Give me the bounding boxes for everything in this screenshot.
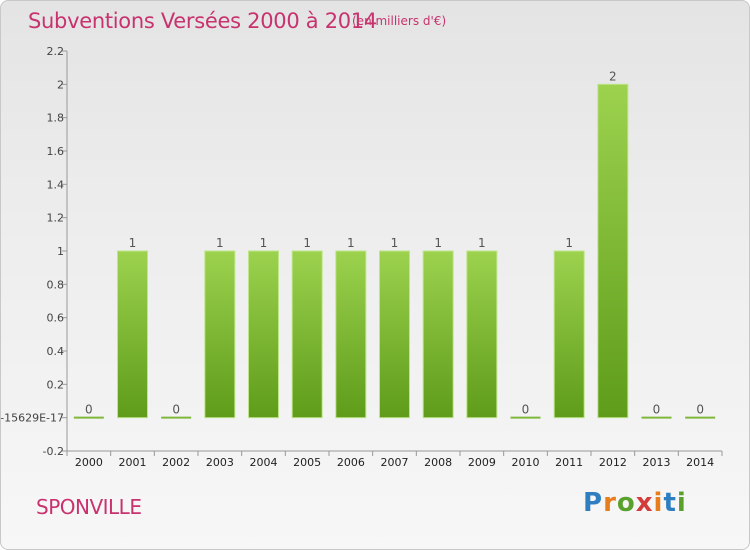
x-tick-label: 2006 [337, 456, 365, 469]
data-label: 0 [522, 403, 530, 417]
data-label: 1 [129, 236, 137, 250]
y-tick-label: 1 [57, 245, 64, 258]
bar [248, 250, 279, 419]
x-tick-label: 2003 [206, 456, 234, 469]
y-tick-label: -15629E-17 [1, 412, 64, 425]
bar [117, 250, 148, 419]
y-tick-label: -0.2 [43, 445, 64, 458]
y-tick-label: 1.6 [47, 145, 65, 158]
data-label: 1 [434, 236, 442, 250]
x-tick-label: 2010 [512, 456, 540, 469]
logo-letter: r [603, 488, 617, 518]
data-label: 1 [303, 236, 311, 250]
logo-letter: x [635, 488, 654, 518]
x-tick-label: 2001 [119, 456, 147, 469]
chart-unit-label: (en milliers d'€) [352, 14, 447, 28]
logo-letter: i [653, 488, 664, 518]
data-label: 0 [653, 403, 661, 417]
y-tick-label: 1.2 [47, 212, 65, 225]
chart-title: Subventions Versées 2000 à 2014 [28, 9, 377, 33]
x-tick-label: 2004 [250, 456, 278, 469]
y-axis: -0.2 -15629E-17 0.2 0.4 0.6 0.8 1 1.2 1.4 1.6 1.8 2… [1, 45, 68, 458]
x-tick-label: 2008 [424, 456, 452, 469]
bar [466, 250, 498, 419]
bar [422, 250, 454, 419]
data-label: 1 [391, 236, 399, 250]
x-tick-label: 2009 [468, 456, 496, 469]
logo-letter: P [583, 488, 604, 518]
data-label: 1 [260, 236, 268, 250]
data-label: 0 [85, 403, 93, 417]
x-tick-label: 2000 [75, 456, 103, 469]
bar [597, 83, 629, 419]
y-tick-label: 1.8 [47, 112, 65, 125]
x-tick-label: 2005 [293, 456, 321, 469]
y-tick-label: 2 [57, 78, 64, 91]
logo-letter: o [616, 488, 636, 518]
data-label: 0 [696, 403, 704, 417]
proxiti-logo: Proxiti [583, 488, 687, 518]
x-tick-label: 2011 [555, 456, 583, 469]
bar [335, 250, 367, 419]
x-tick-label: 2002 [162, 456, 190, 469]
commune-name: SPONVILLE [36, 495, 142, 519]
bar [553, 250, 585, 419]
data-label: 1 [565, 236, 573, 250]
data-label: 1 [216, 236, 224, 250]
data-label: 0 [172, 403, 180, 417]
x-tick-label: 2007 [381, 456, 409, 469]
logo-letter: t [663, 488, 677, 518]
data-label: 2 [609, 69, 617, 83]
x-axis: 2000 2001 2002 2003 2004 2005 2006 2007 2008 2009… [66, 450, 723, 469]
y-tick-label: 0.8 [47, 278, 65, 291]
bar-series [73, 83, 716, 419]
y-tick-label: 0.6 [47, 312, 65, 325]
bar [379, 250, 410, 419]
data-labels: 0 1 0 1 1 1 1 1 1 1 0 1 2 0 0 [85, 69, 704, 416]
data-label: 1 [478, 236, 486, 250]
x-tick-label: 2013 [643, 456, 671, 469]
x-tick-label: 2012 [599, 456, 627, 469]
y-tick-label: 0.4 [47, 345, 65, 358]
data-label: 1 [347, 236, 355, 250]
logo-letter: i [676, 488, 687, 518]
x-tick-label: 2014 [686, 456, 714, 469]
bar [291, 250, 323, 419]
y-tick-label: 2.2 [47, 45, 65, 58]
y-tick-label: 0.2 [47, 378, 65, 391]
y-tick-label: 1.4 [47, 178, 65, 191]
bar [204, 250, 236, 419]
